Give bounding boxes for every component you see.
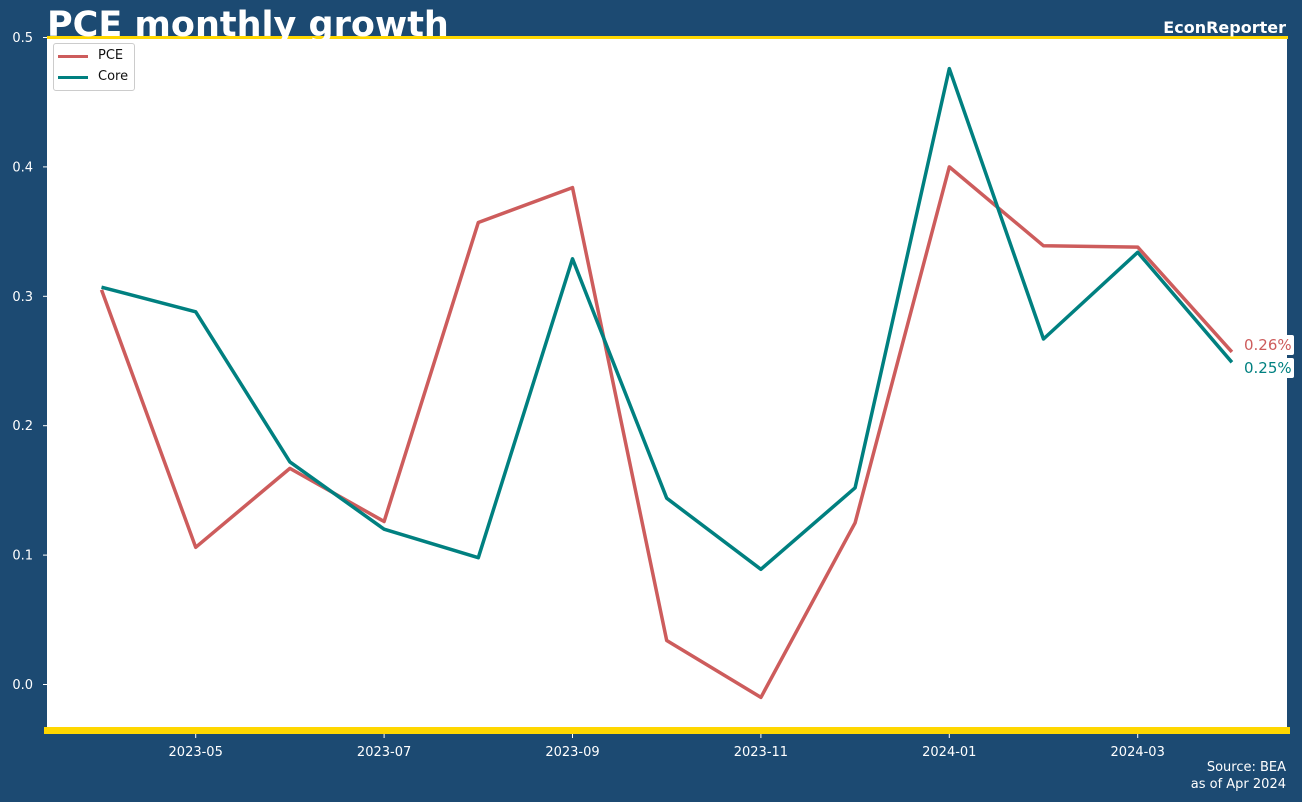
plot-area (47, 37, 1287, 730)
y-tick-label: 0.5 (12, 31, 33, 46)
x-tick-label: 2023-09 (545, 745, 599, 760)
y-tick-label: 0.4 (12, 160, 33, 175)
x-axis: 2023-05 2023-07 2023-09 2023-11 2024-01 2024-… (169, 734, 1165, 760)
chart-title: PCE monthly growth (47, 5, 449, 45)
x-tick-label: 2024-01 (922, 745, 976, 760)
brand-label: EconReporter (1163, 18, 1286, 37)
legend-item-pce: PCE (58, 47, 134, 65)
series-lines (99, 66, 1234, 700)
x-tick-label: 2024-03 (1111, 745, 1165, 760)
source-note: Source: BEA as of Apr 2024 (1191, 759, 1286, 793)
end-label-box (1242, 335, 1294, 355)
x-tick-label: 2023-11 (734, 745, 788, 760)
x-tick-label: 2023-05 (169, 745, 223, 760)
end-label-pce: 0.26% (1244, 336, 1292, 354)
as-of-label: as of Apr 2024 (1190, 777, 1286, 792)
legend: PCE Core (53, 43, 135, 91)
y-tick-label: 0.1 (12, 549, 33, 564)
y-tick-label: 0.0 (12, 678, 33, 693)
y-tick-label: 0.2 (12, 419, 33, 434)
legend-swatch-core (58, 76, 88, 79)
legend-label-pce: PCE (98, 48, 124, 63)
legend-item-core: Core (58, 68, 134, 86)
y-axis: 0.0 0.1 0.2 0.3 0.4 0.5 (12, 31, 47, 693)
legend-label-core: Core (98, 69, 129, 84)
end-labels: 0.26% 0.25% (1242, 335, 1294, 378)
source-label: Source: BEA (1206, 760, 1286, 775)
legend-swatch-pce (58, 55, 88, 58)
end-label-core: 0.25% (1244, 359, 1292, 377)
end-label-box (1242, 358, 1294, 378)
y-tick-label: 0.3 (12, 290, 33, 305)
x-tick-label: 2023-07 (357, 745, 411, 760)
